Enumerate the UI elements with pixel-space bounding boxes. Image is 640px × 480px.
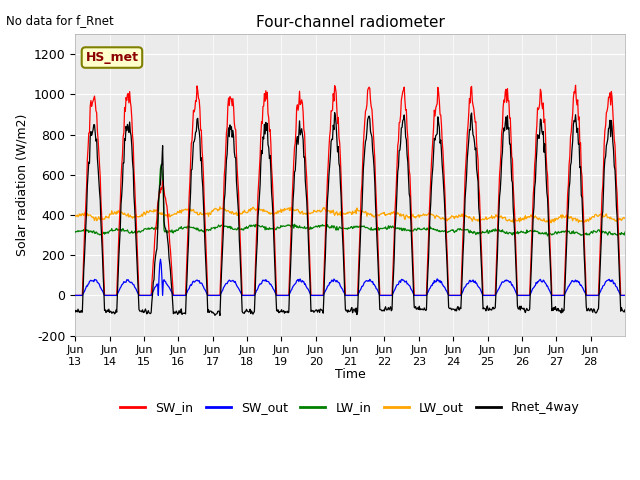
Legend: SW_in, SW_out, LW_in, LW_out, Rnet_4way: SW_in, SW_out, LW_in, LW_out, Rnet_4way (115, 396, 585, 419)
Text: No data for f_Rnet: No data for f_Rnet (6, 14, 114, 27)
Text: HS_met: HS_met (86, 51, 138, 64)
Y-axis label: Solar radiation (W/m2): Solar radiation (W/m2) (15, 114, 28, 256)
Title: Four-channel radiometer: Four-channel radiometer (255, 15, 445, 30)
X-axis label: Time: Time (335, 368, 365, 381)
